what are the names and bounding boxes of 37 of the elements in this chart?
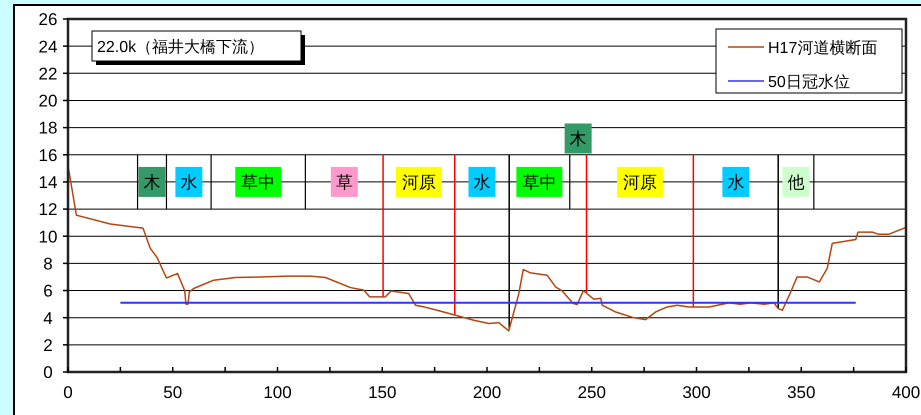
y-tick-label: 8 <box>43 254 53 274</box>
y-tick-label: 24 <box>38 37 58 56</box>
annotation: 草 <box>336 173 353 192</box>
y-tick-label: 20 <box>38 92 58 111</box>
legend-label: H17河道横断面 <box>768 38 878 57</box>
y-tick-label: 6 <box>43 282 53 301</box>
text: 22.0k（福井大橋下流） <box>97 38 264 56</box>
annotation: 水 <box>473 173 490 192</box>
y-tick-label: 4 <box>43 308 53 328</box>
x-tick-label: 350 <box>787 383 816 402</box>
x-tick-label: 300 <box>682 383 711 402</box>
y-tick-label: 10 <box>38 227 58 246</box>
x-tick-label: 100 <box>263 383 292 402</box>
x-tick-label: 150 <box>368 383 396 402</box>
annotation: 河原 <box>402 173 436 192</box>
x-tick-label: 0 <box>63 383 73 402</box>
y-tick-label: 22 <box>38 64 58 84</box>
y-tick-label: 14 <box>38 173 58 192</box>
y-tick-label: 12 <box>38 200 58 220</box>
y-tick-label: 16 <box>38 146 58 165</box>
annotation: 他 <box>788 173 805 192</box>
y-tick-label: 2 <box>43 336 53 355</box>
x-tick-label: 400 <box>892 383 920 402</box>
annotation: 木 <box>570 130 587 149</box>
y-tick-label: 18 <box>38 118 58 138</box>
x-tick-label: 200 <box>472 383 502 402</box>
annotation: 木 <box>144 173 161 192</box>
y-tick-label: 0 <box>43 363 53 382</box>
annotation: 河原 <box>622 173 657 192</box>
annotation: 水 <box>727 173 744 192</box>
x-tick-label: 50 <box>163 383 182 402</box>
x-tick-label: 250 <box>578 383 606 402</box>
annotation: 水 <box>180 173 198 192</box>
annotation: 草中 <box>241 173 276 192</box>
annotation: 草中 <box>522 173 556 192</box>
y-tick-label: 26 <box>38 10 58 30</box>
legend-label: 50日冠水位 <box>768 72 850 91</box>
